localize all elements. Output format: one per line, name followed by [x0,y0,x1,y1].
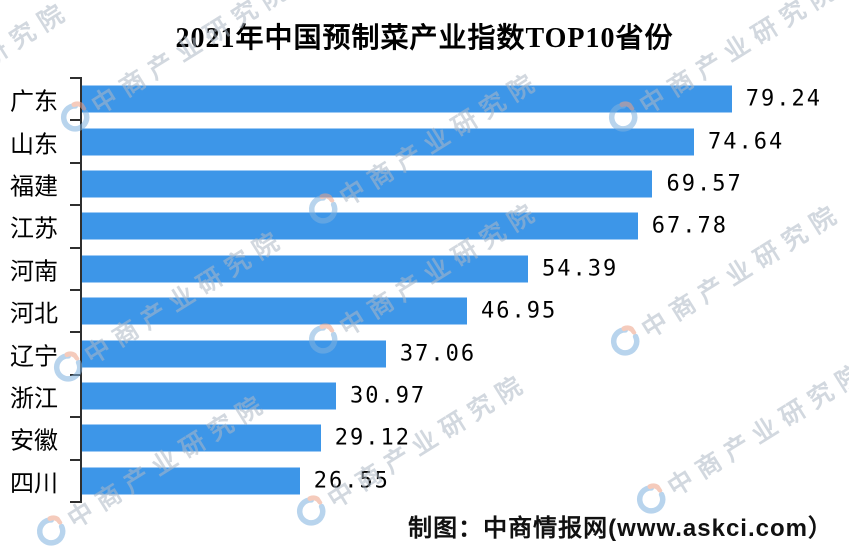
axis-tick [70,289,80,291]
bar [82,340,386,368]
category-label: 广东 [10,88,58,116]
category-label: 河北 [10,300,58,328]
bar-row: 安徽 29.12 [8,417,842,459]
category-label: 四川 [10,470,58,498]
bar [82,255,528,283]
category-label: 安徽 [10,427,58,455]
value-label: 74.64 [708,129,785,155]
bar [82,128,695,156]
bar-chart: 广东 79.24 山东 74.64 福建 69.57 江苏 67.78 河南 5… [8,77,842,503]
bar [82,382,336,410]
bar [82,297,467,325]
value-label: 67.78 [651,213,729,239]
value-label: 79.24 [745,86,822,112]
axis-tick [70,416,80,419]
axis-tick [70,77,80,79]
value-label: 37.06 [399,341,477,367]
bar [82,85,732,113]
value-label: 69.57 [666,171,743,197]
footer-credit: 制图：中商情报网(www.askci.com） [408,515,833,542]
bar-row: 江苏 67.78 [8,205,842,247]
value-label: 30.97 [349,383,427,409]
category-label: 浙江 [10,385,58,413]
bar [82,424,321,452]
bar-row: 四川 26.55 [8,460,842,502]
askci-logo-icon [36,515,66,546]
category-label: 山东 [10,131,58,159]
bar-row: 浙江 30.97 [8,375,842,417]
bar-row: 山东 74.64 [8,120,842,162]
bar-row: 河南 54.39 [8,248,842,290]
value-label: 46.95 [480,298,558,324]
value-label: 54.39 [541,256,619,282]
axis-tick [70,331,80,334]
chart-title: 2021年中国预制菜产业指数TOP10省份 [175,23,674,54]
axis-line [80,77,82,503]
axis-tick [70,246,80,249]
value-label: 29.12 [334,425,412,451]
category-label: 河南 [10,258,58,286]
bar-row: 福建 69.57 [8,163,842,205]
axis-tick [70,501,80,503]
axis-tick [70,204,80,207]
category-label: 江苏 [10,215,58,243]
category-label: 福建 [10,173,58,201]
bar [82,212,638,240]
bar [82,467,300,495]
category-label: 辽宁 [10,343,58,371]
bar-row: 河北 46.95 [8,290,842,332]
bar [82,170,653,198]
value-label: 26.55 [313,468,390,494]
axis-tick [70,161,80,164]
bar-row: 辽宁 37.06 [8,332,842,374]
axis-tick [70,458,80,461]
bar-row: 广东 79.24 [8,78,842,120]
